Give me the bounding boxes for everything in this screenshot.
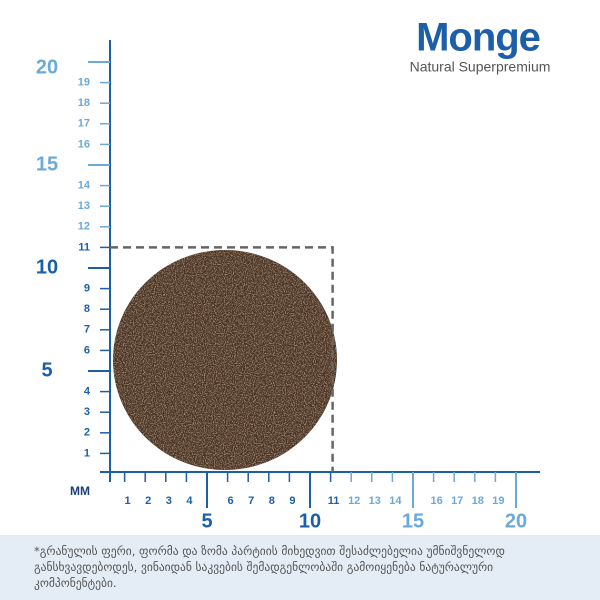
y-tick-label: 4 [84, 386, 91, 398]
x-tick-label: 2 [145, 495, 151, 507]
x-major-label: 15 [402, 510, 424, 532]
x-tick-label: 6 [228, 495, 234, 507]
y-tick-label: 7 [84, 324, 90, 336]
logo-tagline: Natural Superpremium [410, 59, 551, 75]
x-tick-label: 13 [369, 495, 381, 507]
kibble [113, 250, 337, 470]
y-tick-label: 16 [78, 138, 90, 150]
x-tick-label: 16 [430, 495, 442, 507]
y-tick-label: 9 [84, 283, 90, 295]
y-major-label: 20 [36, 56, 58, 78]
x-tick-label: 9 [289, 495, 295, 507]
y-tick-label: 19 [78, 77, 90, 89]
y-tick-label: 6 [84, 344, 90, 356]
ruler-image: Monge Natural Superpremium MM 1122334466… [36, 16, 551, 533]
size-box [110, 246, 334, 472]
y-tick-label: 17 [78, 118, 90, 130]
y-tick-label: 13 [78, 200, 90, 212]
logo-brand: Monge [416, 16, 540, 60]
x-tick-label: 12 [348, 495, 360, 507]
x-major-label: 5 [201, 510, 212, 532]
unit-label: MM [70, 484, 90, 498]
x-tick-label: 8 [269, 495, 275, 507]
y-tick-label: 1 [84, 447, 90, 459]
y-tick-label: 3 [84, 406, 90, 418]
x-tick-label: 4 [186, 495, 193, 507]
y-major-label: 15 [36, 153, 58, 175]
x-tick-label: 11 [328, 495, 340, 507]
x-tick-label: 14 [389, 495, 402, 507]
x-tick-label: 17 [451, 495, 463, 507]
y-major-label: 10 [36, 256, 58, 278]
x-tick-label: 1 [125, 495, 131, 507]
y-tick-label: 18 [78, 97, 90, 109]
y-tick-label: 12 [78, 221, 90, 233]
y-major-label: 5 [41, 359, 52, 381]
y-tick-label: 14 [78, 180, 91, 192]
x-tick-label: 7 [248, 495, 254, 507]
footnote: *გრანულის ფერი, ფორმა და ზომა პარტიის მი… [0, 535, 600, 600]
x-tick-label: 3 [166, 495, 172, 507]
y-tick-label: 11 [78, 241, 90, 253]
x-major-label: 20 [505, 510, 527, 532]
x-tick-label: 18 [472, 495, 484, 507]
y-tick-label: 2 [84, 427, 90, 439]
y-tick-label: 8 [84, 303, 90, 315]
x-tick-label: 19 [492, 495, 504, 507]
x-major-label: 10 [299, 510, 321, 532]
